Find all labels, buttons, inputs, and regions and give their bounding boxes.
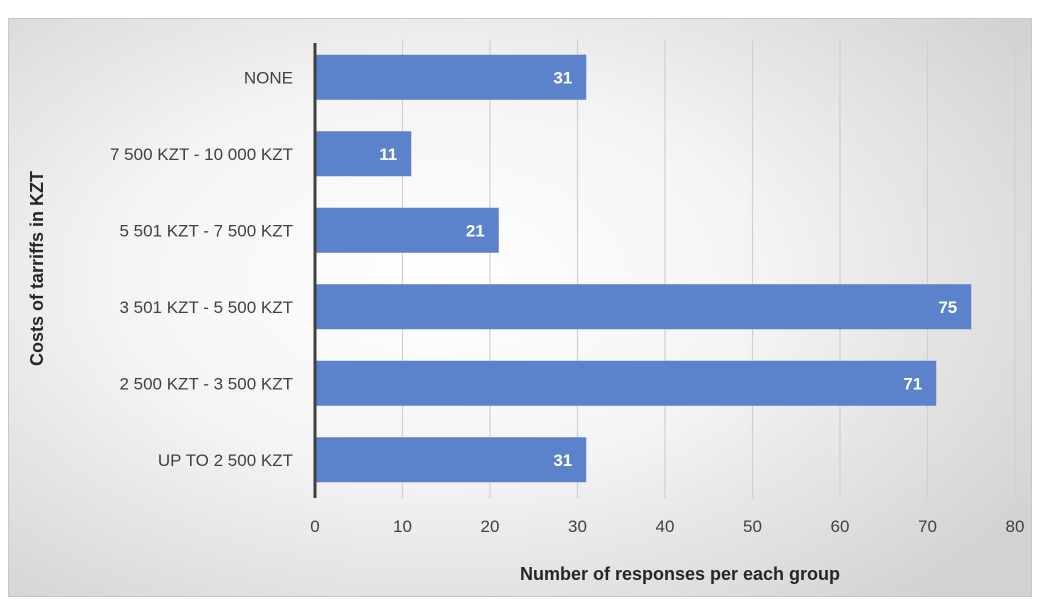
category-label-2: 5 501 KZT - 7 500 KZT — [119, 221, 293, 240]
data-label-3: 75 — [938, 298, 957, 317]
axes: 0 10 20 30 40 50 60 70 80 NONE 7 500 KZT - 10 000 … — [110, 43, 1024, 536]
x-tick-label-0: 0 — [310, 517, 319, 536]
x-tick-label-70: 70 — [918, 517, 937, 536]
data-label-2: 21 — [466, 221, 485, 240]
category-label-5: UP TO 2 500 KZT — [158, 451, 293, 470]
bar-4 — [315, 360, 937, 406]
category-label-4: 2 500 KZT - 3 500 KZT — [119, 374, 293, 393]
bar-1 — [315, 131, 412, 177]
bar-5 — [315, 437, 587, 483]
x-tick-label-80: 80 — [1006, 517, 1025, 536]
bar-2 — [315, 207, 499, 253]
gridlines — [401, 39, 1016, 498]
category-label-1: 7 500 KZT - 10 000 KZT — [110, 145, 293, 164]
category-label-0: NONE — [244, 68, 293, 87]
bar-0 — [315, 54, 587, 100]
y-axis-title: Costs of tarriffs in KZT — [27, 171, 47, 366]
x-axis-title: Number of responses per each group — [520, 564, 840, 584]
bars: 31 11 21 75 71 31 — [315, 54, 972, 483]
x-tick-label-40: 40 — [656, 517, 675, 536]
chart-area: 31 11 21 75 71 31 0 10 20 30 40 50 60 70 80 NONE 7 500 … — [8, 18, 1032, 597]
x-tick-label-60: 60 — [831, 517, 850, 536]
data-label-1: 11 — [379, 145, 397, 164]
data-label-5: 31 — [553, 451, 572, 470]
x-tick-label-20: 20 — [481, 517, 500, 536]
x-tick-label-50: 50 — [743, 517, 762, 536]
category-label-3: 3 501 KZT - 5 500 KZT — [119, 298, 293, 317]
x-tick-label-10: 10 — [393, 517, 412, 536]
data-label-4: 71 — [903, 374, 922, 393]
x-tick-label-30: 30 — [568, 517, 587, 536]
data-label-0: 31 — [553, 68, 572, 87]
bar-3 — [315, 284, 972, 330]
